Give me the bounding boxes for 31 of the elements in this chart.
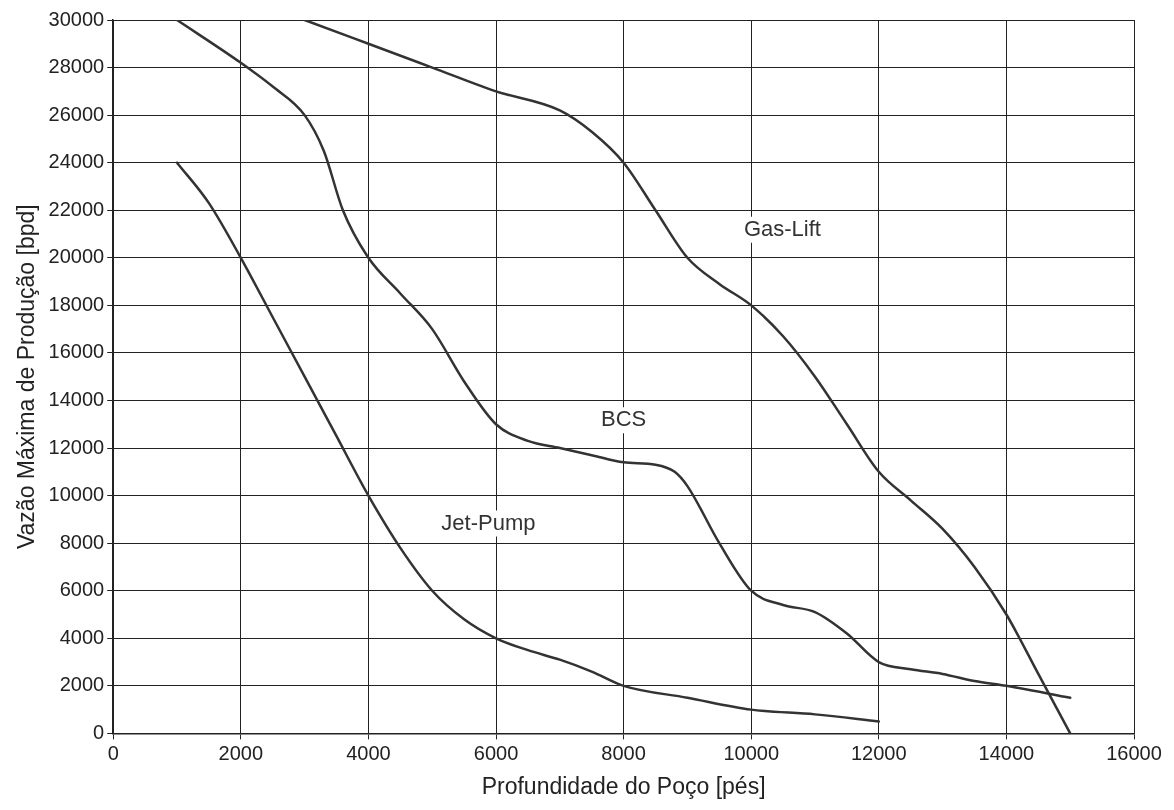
- x-tick-label: 12000: [850, 741, 907, 764]
- x-tick-label: 0: [107, 741, 119, 764]
- y-tick-label: 18000: [48, 292, 105, 315]
- y-tick-label: 8000: [59, 530, 105, 553]
- y-tick-label: 0: [93, 720, 105, 743]
- y-tick-label: 2000: [59, 673, 105, 696]
- y-tick-label: 6000: [59, 578, 105, 601]
- y-tick-label: 12000: [48, 435, 105, 458]
- y-tick-label: 4000: [59, 625, 105, 648]
- y-tick-label: 22000: [48, 197, 105, 220]
- y-tick-label: 30000: [48, 7, 105, 30]
- y-tick-label: 26000: [48, 102, 105, 125]
- y-tick-label: 16000: [48, 340, 105, 363]
- text: Gas-Lift: [743, 215, 821, 241]
- x-tick-label: 10000: [723, 741, 780, 764]
- x-tick-label: 6000: [473, 741, 519, 764]
- series-label: BCS: [600, 406, 647, 432]
- x-tick-label: 16000: [1106, 741, 1162, 764]
- y-tick-label: 20000: [48, 245, 105, 268]
- x-tick-label: 2000: [218, 741, 264, 764]
- series-label: Jet-Pump: [441, 509, 536, 535]
- y-tick-label: 24000: [48, 150, 105, 173]
- x-axis-title: Profundidade do Poço [pés]: [481, 772, 766, 799]
- y-axis-title: Vazão Máxima de Produção [bpd]: [13, 204, 40, 550]
- line-series: [175, 161, 881, 723]
- y-tick-label: 10000: [48, 483, 105, 506]
- x-tick-label: 8000: [601, 741, 646, 764]
- x-tick-label: 4000: [346, 741, 391, 764]
- y-tick-label: 14000: [48, 388, 105, 410]
- x-tick-label: 14000: [978, 741, 1035, 764]
- y-tick-label: 28000: [48, 55, 105, 78]
